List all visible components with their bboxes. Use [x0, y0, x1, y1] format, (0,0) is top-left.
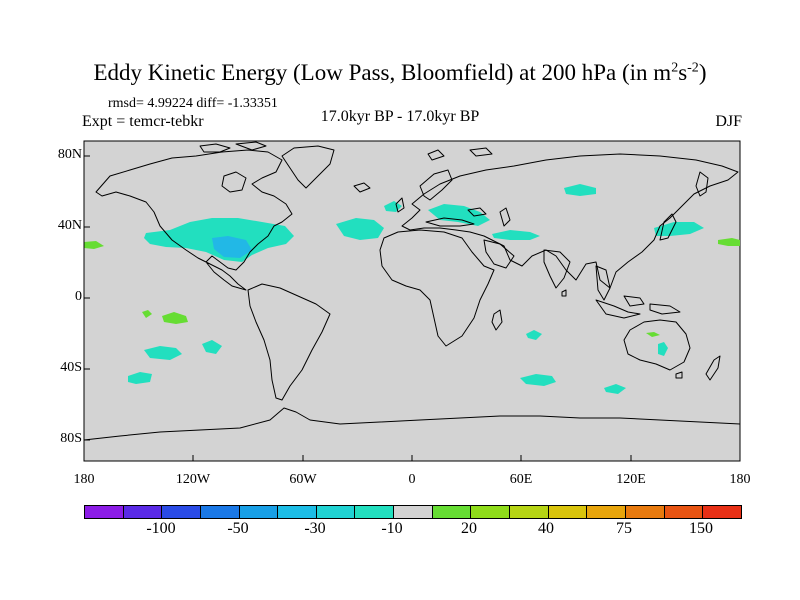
coastlines — [83, 141, 741, 441]
plot-title: Eddy Kinetic Energy (Low Pass, Bloomfiel… — [93, 60, 707, 85]
colorbar-swatch-3 — [200, 506, 240, 518]
patch-south-pacific-1 — [144, 346, 182, 360]
patch-australia — [658, 342, 668, 356]
colorbar-label: 20 — [461, 520, 477, 537]
period-label: 17.0kyr BP - 17.0kyr BP — [320, 108, 480, 125]
lon-label-120w: 120W — [175, 472, 211, 487]
colorbar-label: 75 — [616, 520, 632, 537]
lon-label-180w: 180 — [73, 472, 95, 487]
axis-ticks — [83, 141, 632, 461]
negative-anomaly-patches — [128, 184, 704, 394]
experiment-label: Expt = temcr-tebkr — [82, 113, 204, 130]
lat-label-80s: 80S — [60, 431, 82, 446]
colorbar-swatch-14 — [625, 506, 665, 518]
patch-south-pacific-2 — [202, 340, 222, 354]
colorbar-swatch-0 — [85, 506, 124, 518]
colorbar-label: -10 — [381, 520, 403, 537]
colorbar-swatch-1 — [123, 506, 163, 518]
colorbar — [84, 505, 742, 519]
colorbar-swatch-11 — [510, 506, 549, 518]
patch-tropical-pacific-green-2 — [142, 310, 152, 318]
lon-label-0: 0 — [408, 472, 416, 487]
patch-tropical-pacific-green-1 — [162, 312, 188, 324]
colorbar-label: -50 — [227, 520, 249, 537]
colorbar-swatch-7 — [355, 506, 395, 518]
colorbar-swatch-16 — [703, 506, 741, 518]
lat-label-0: 0 — [75, 289, 82, 304]
patch-east-edge-green — [718, 238, 740, 246]
colorbar-label: 150 — [689, 520, 713, 537]
colorbar-swatch-6 — [316, 506, 356, 518]
positive-anomaly-patches — [84, 238, 740, 337]
colorbar-swatch-13 — [587, 506, 626, 518]
lon-label-180e: 180 — [729, 472, 751, 487]
lon-label-60e: 60E — [509, 472, 533, 487]
colorbar-label: -100 — [146, 520, 176, 537]
patch-japan — [654, 222, 704, 236]
patch-south-atlantic — [520, 374, 556, 386]
lat-label-40s: 40S — [60, 360, 82, 375]
patch-europe — [428, 204, 490, 226]
colorbar-swatch-10 — [471, 506, 511, 518]
patch-south-pacific-3 — [128, 372, 152, 384]
patch-north-america-core — [212, 236, 252, 258]
patch-west-pacific-green — [84, 241, 104, 249]
colorbar-swatch-4 — [239, 506, 279, 518]
patch-indian-ocean-1 — [526, 330, 542, 340]
colorbar-swatch-8 — [394, 506, 433, 518]
patch-north-atlantic — [336, 218, 384, 240]
patch-siberia — [564, 184, 596, 196]
patch-middle-east — [492, 230, 540, 240]
patch-south-indian — [604, 384, 626, 394]
colorbar-swatch-12 — [548, 506, 588, 518]
colorbar-label: -30 — [304, 520, 326, 537]
colorbar-swatch-15 — [664, 506, 704, 518]
season-label: DJF — [715, 113, 742, 130]
colorbar-swatch-5 — [278, 506, 317, 518]
lat-label-80n: 80N — [57, 147, 82, 162]
colorbar-swatch-9 — [432, 506, 472, 518]
colorbar-label: 40 — [538, 520, 554, 537]
map-background — [83, 140, 741, 462]
lon-label-120e: 120E — [616, 472, 646, 487]
patch-coral-sea-green — [646, 332, 660, 337]
lon-label-60w: 60W — [289, 472, 317, 487]
colorbar-swatch-2 — [162, 506, 201, 518]
stats-label: rmsd= 4.99224 diff= -1.33351 — [108, 96, 278, 111]
lat-label-40n: 40N — [57, 218, 82, 233]
